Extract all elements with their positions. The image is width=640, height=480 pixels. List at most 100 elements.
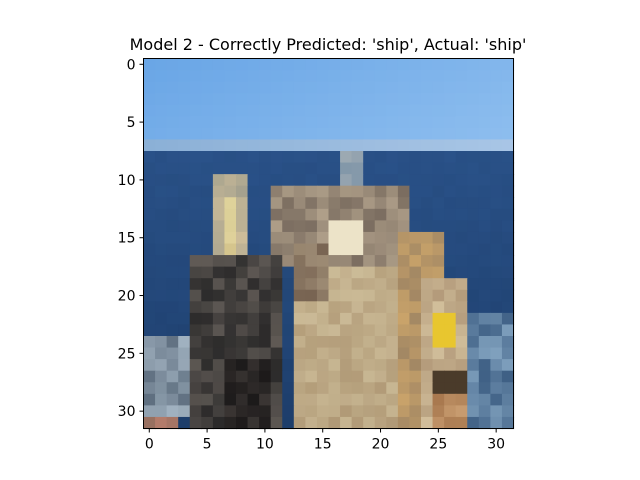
image-pixel	[155, 116, 168, 129]
image-pixel	[363, 104, 376, 117]
image-pixel	[501, 162, 515, 175]
image-pixel	[166, 370, 179, 383]
image-pixel	[293, 151, 306, 164]
image-pixel	[247, 127, 260, 141]
image-pixel	[386, 104, 399, 117]
image-pixel	[409, 312, 422, 326]
image-pixel	[340, 393, 353, 406]
image-pixel	[421, 278, 434, 291]
image-pixel	[201, 278, 214, 291]
image-pixel	[316, 243, 330, 256]
image-pixel	[374, 278, 387, 291]
image-pixel	[282, 336, 295, 349]
image-pixel	[455, 405, 468, 418]
image-pixel	[201, 393, 214, 406]
image-pixel	[363, 405, 376, 418]
image-pixel	[397, 174, 411, 187]
image-pixel	[501, 208, 515, 221]
image-pixel	[178, 416, 191, 430]
image-pixel	[467, 174, 480, 187]
image-pixel	[316, 93, 330, 106]
image-pixel	[155, 382, 168, 395]
image-pixel	[316, 58, 330, 71]
image-pixel	[270, 243, 283, 256]
image-pixel	[363, 139, 376, 152]
y-tick-label: 10	[118, 173, 136, 189]
image-pixel	[455, 70, 468, 83]
image-pixel	[490, 81, 503, 94]
image-pixel	[178, 58, 191, 71]
image-pixel	[409, 405, 422, 418]
image-pixel	[490, 416, 503, 430]
image-pixel	[432, 393, 445, 406]
image-pixel	[397, 266, 411, 279]
image-pixel	[455, 81, 468, 94]
image-pixel	[178, 197, 191, 210]
image-pixel	[178, 231, 191, 245]
image-pixel	[490, 231, 503, 245]
image-pixel	[212, 382, 226, 395]
image-pixel	[490, 255, 503, 268]
image-pixel	[305, 58, 318, 71]
image-pixel	[374, 208, 387, 221]
image-pixel	[478, 81, 491, 94]
image-pixel	[247, 382, 260, 395]
image-pixel	[409, 382, 422, 395]
image-pixel	[224, 70, 237, 83]
image-pixel	[397, 382, 411, 395]
image-pixel	[201, 416, 214, 430]
image-pixel	[478, 151, 491, 164]
image-pixel	[316, 174, 330, 187]
image-pixel	[351, 243, 364, 256]
image-pixel	[490, 58, 503, 71]
image-pixel	[455, 231, 468, 245]
image-pixel	[155, 347, 168, 360]
image-pixel	[282, 278, 295, 291]
image-pixel	[421, 370, 434, 383]
image-pixel	[166, 220, 179, 233]
image-pixel	[316, 289, 330, 302]
image-pixel	[293, 185, 306, 198]
image-pixel	[166, 289, 179, 302]
image-pixel	[305, 116, 318, 129]
image-pixel	[455, 162, 468, 175]
image-pixel	[316, 220, 330, 233]
image-pixel	[340, 174, 353, 187]
image-pixel	[490, 301, 503, 314]
image-pixel	[444, 139, 457, 152]
image-pixel	[270, 116, 283, 129]
image-pixel	[409, 208, 422, 221]
image-pixel	[386, 174, 399, 187]
image-pixel	[432, 416, 445, 430]
image-pixel	[155, 93, 168, 106]
image-pixel	[247, 81, 260, 94]
image-pixel	[259, 255, 272, 268]
image-pixel	[143, 231, 156, 245]
image-pixel	[270, 370, 283, 383]
image-pixel	[212, 255, 226, 268]
image-pixel	[143, 289, 156, 302]
image-pixel	[455, 347, 468, 360]
image-pixel	[259, 416, 272, 430]
image-pixel	[351, 301, 364, 314]
image-pixel	[212, 278, 226, 291]
image-pixel	[201, 81, 214, 94]
image-pixel	[409, 151, 422, 164]
image-pixel	[340, 359, 353, 372]
image-pixel	[328, 359, 341, 372]
image-pixel	[386, 312, 399, 326]
image-pixel	[305, 255, 318, 268]
image-pixel	[351, 382, 364, 395]
image-pixel	[351, 197, 364, 210]
image-pixel	[247, 266, 260, 279]
image-pixel	[143, 266, 156, 279]
image-pixel	[444, 289, 457, 302]
image-pixel	[374, 359, 387, 372]
image-pixel	[374, 104, 387, 117]
image-pixel	[316, 104, 330, 117]
image-pixel	[501, 174, 515, 187]
image-pixel	[421, 116, 434, 129]
image-pixel	[201, 197, 214, 210]
image-pixel	[351, 359, 364, 372]
image-pixel	[467, 185, 480, 198]
